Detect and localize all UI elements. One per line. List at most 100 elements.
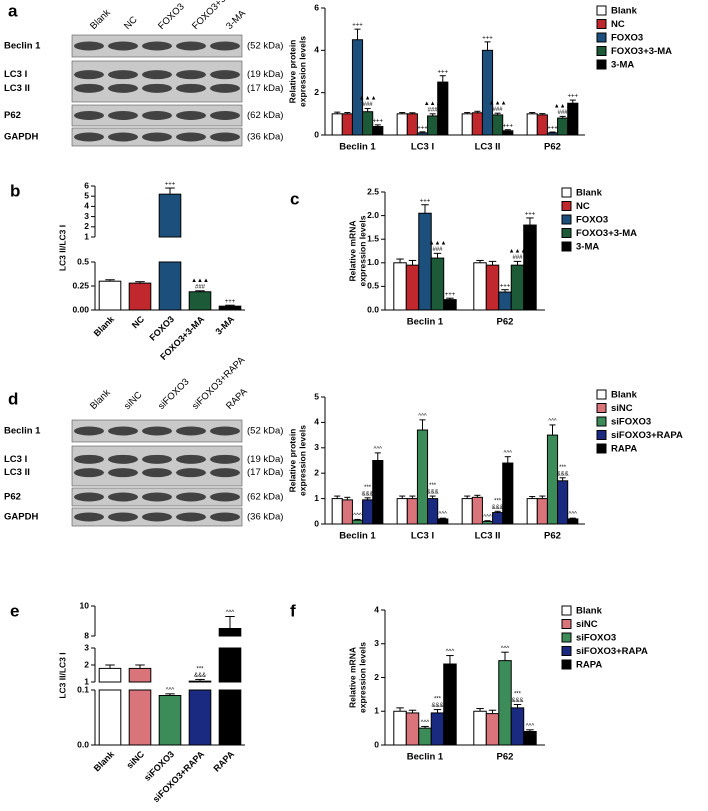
bar	[536, 498, 548, 525]
significance-mark: ***	[559, 465, 567, 471]
band	[210, 454, 240, 464]
significance-mark: ▲▲▲	[554, 103, 572, 109]
band	[74, 512, 104, 522]
legend-label: FOXO3	[611, 33, 643, 44]
x-tick-label: LC3 I	[411, 142, 434, 153]
lane-label: RAPA	[224, 386, 250, 412]
significance-mark: +++	[165, 182, 176, 188]
y-tick-label: 1	[374, 706, 379, 716]
bar	[331, 113, 343, 136]
band	[210, 512, 240, 522]
protein-label: GAPDH	[4, 512, 38, 523]
bar	[331, 498, 343, 525]
significance-mark: +++	[225, 299, 236, 305]
y-tick-label: 4	[314, 45, 319, 55]
band	[210, 70, 240, 80]
y-tick-label: 3	[374, 638, 379, 648]
y-tick-label: 3	[84, 642, 89, 652]
legend-label: 3-MA	[611, 60, 634, 71]
legend-swatch	[561, 659, 572, 670]
panel-label: e	[10, 601, 19, 620]
bar	[396, 113, 408, 136]
y-axis-label: expression levels	[297, 425, 307, 496]
band	[176, 70, 206, 80]
y-tick-label: 0.5	[367, 281, 379, 291]
x-tick-label: Beclin 1	[407, 317, 444, 328]
bar	[546, 132, 559, 136]
y-axis-label: expression levels	[357, 215, 367, 286]
legend-swatch	[596, 46, 607, 56]
y-tick-label: 0	[374, 739, 379, 749]
band	[176, 512, 206, 522]
bar	[461, 113, 473, 136]
significance-mark: ***	[494, 498, 502, 504]
significance-mark: ^^^	[526, 723, 535, 729]
bar	[406, 113, 418, 136]
bar	[98, 689, 122, 746]
bar	[406, 498, 418, 525]
bar	[416, 429, 429, 525]
bar	[502, 462, 514, 525]
kda-label: (52 kDa)	[247, 426, 283, 437]
legend-swatch	[596, 19, 607, 29]
band	[142, 132, 172, 142]
x-tick-label: Beclin 1	[339, 142, 376, 153]
y-tick-label: 2	[374, 672, 379, 682]
y-tick-label: 3	[84, 211, 89, 221]
y-tick-label: 1.0	[367, 257, 379, 267]
legend-swatch	[596, 416, 607, 427]
x-tick-label: P62	[544, 531, 561, 542]
band	[142, 426, 172, 436]
x-tick-label: P62	[497, 752, 514, 763]
legend-label: FOXO3+3-MA	[576, 228, 637, 239]
band	[74, 492, 104, 502]
bar	[437, 81, 449, 136]
bar	[351, 39, 364, 136]
significance-mark: +++	[438, 69, 449, 75]
bar	[473, 262, 487, 311]
bar	[492, 114, 504, 136]
band	[74, 468, 104, 478]
bar	[218, 305, 242, 311]
band	[210, 83, 240, 93]
legend-label: siFOXO3+RAPA	[611, 430, 683, 441]
kda-label: (62 kDa)	[247, 110, 283, 121]
legend-swatch	[596, 403, 607, 413]
y-tick-label: 0.0	[367, 304, 379, 314]
legend-swatch	[561, 646, 572, 656]
x-tick-label: Blank	[92, 748, 117, 773]
legend-swatch	[561, 201, 572, 211]
significance-mark: ###	[428, 107, 439, 113]
panel-label: c	[290, 189, 299, 208]
band	[108, 132, 138, 142]
x-tick-label: Beclin 1	[339, 531, 376, 542]
kda-label: (17 kDa)	[247, 83, 283, 94]
significance-mark: ^^^	[446, 649, 455, 655]
kda-label: (36 kDa)	[247, 132, 283, 143]
protein-label: LC3 II	[4, 83, 30, 94]
y-tick-label: 6	[84, 180, 89, 190]
band	[74, 132, 104, 142]
y-tick-label: 0.00	[72, 304, 89, 314]
significance-mark: ***	[514, 692, 522, 698]
significance-mark: &&&	[492, 505, 504, 511]
bar	[341, 113, 353, 136]
significance-mark: ^^^	[504, 450, 513, 456]
y-tick-label: 5	[84, 190, 89, 200]
band	[176, 492, 206, 502]
bar	[557, 117, 569, 136]
y-tick-label: 2.5	[367, 186, 379, 196]
band	[142, 468, 172, 478]
bar	[351, 519, 364, 525]
bar	[536, 114, 548, 136]
significance-mark: ***	[434, 697, 442, 703]
significance-mark: ▲▲▲	[489, 100, 507, 106]
kda-label: (36 kDa)	[247, 512, 283, 523]
y-tick-label: 0.5	[77, 256, 89, 266]
significance-mark: +++	[420, 198, 431, 204]
legend-swatch	[596, 443, 607, 454]
band	[74, 41, 104, 51]
y-tick-label: 2	[84, 221, 89, 231]
significance-mark: +++	[500, 283, 511, 289]
